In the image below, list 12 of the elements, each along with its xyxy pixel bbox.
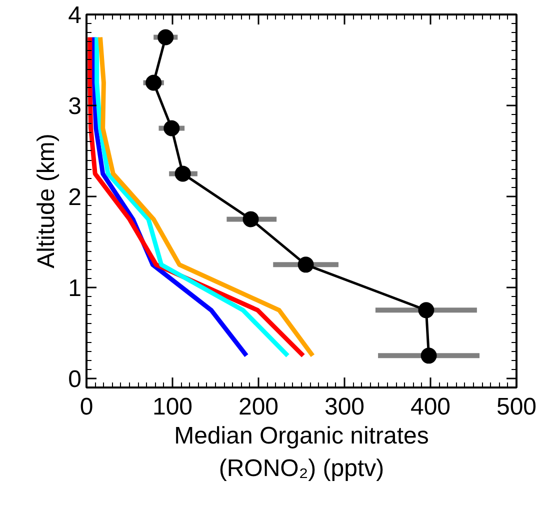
y-tick-label: 3 bbox=[68, 92, 82, 120]
x-tick-label: 100 bbox=[152, 394, 193, 420]
x-axis-title: Median Organic nitrates (RONO₂) (pptv) bbox=[174, 422, 429, 482]
y-axis-title: Altitude (km) bbox=[33, 134, 60, 268]
x-tick-label: 300 bbox=[324, 394, 365, 420]
x-tick-label: 500 bbox=[496, 394, 537, 420]
x-tick-label: 200 bbox=[238, 394, 279, 420]
y-tick-label: 4 bbox=[68, 2, 82, 29]
y-tick-label: 0 bbox=[68, 366, 82, 393]
y-tick-label: 1 bbox=[68, 274, 82, 302]
y-tick-label: 2 bbox=[68, 184, 82, 211]
x-tick-label: 400 bbox=[410, 394, 451, 420]
